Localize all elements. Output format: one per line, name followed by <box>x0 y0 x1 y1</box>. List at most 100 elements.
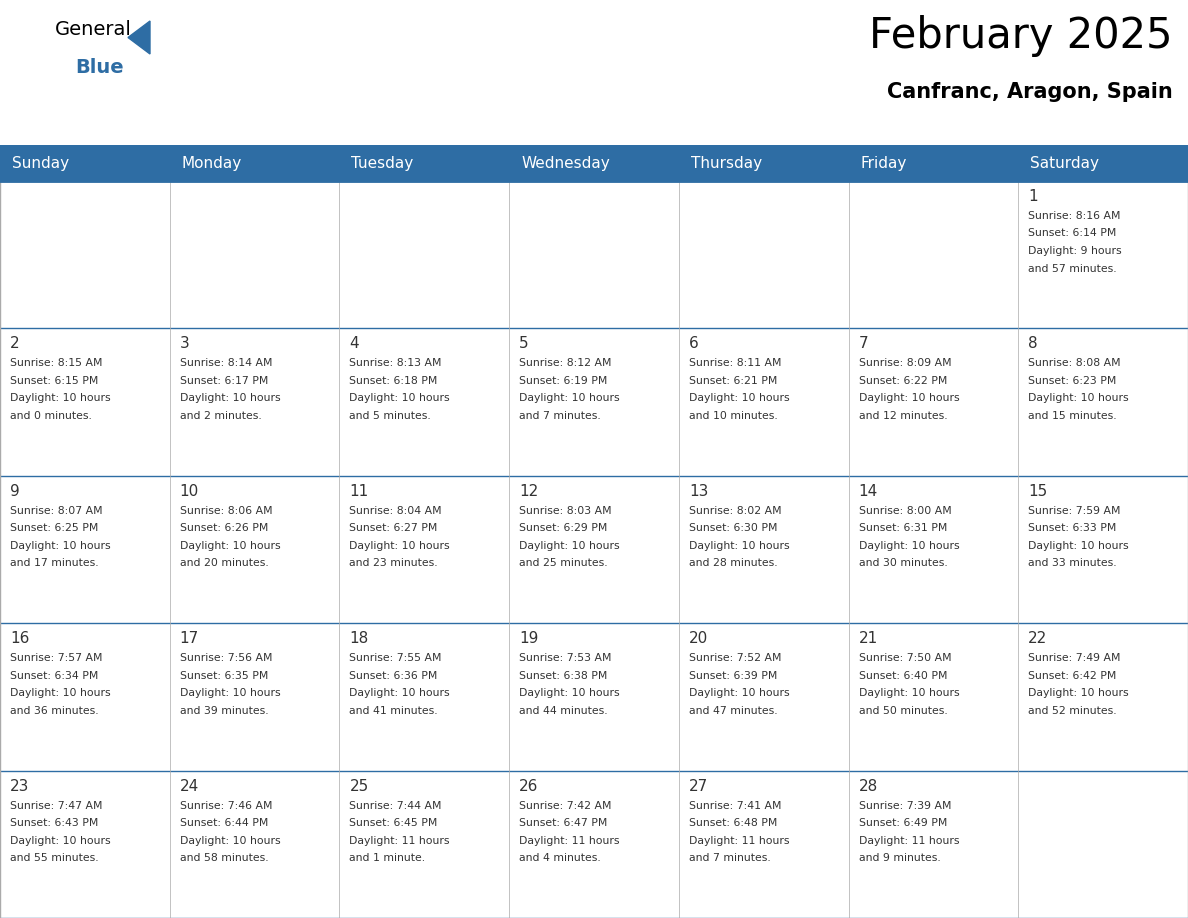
Text: 24: 24 <box>179 778 198 793</box>
Text: Sunset: 6:21 PM: Sunset: 6:21 PM <box>689 375 777 386</box>
Text: 22: 22 <box>1029 632 1048 646</box>
Text: Sunset: 6:48 PM: Sunset: 6:48 PM <box>689 818 777 828</box>
Text: 1: 1 <box>1029 189 1038 204</box>
Bar <box>678 770 848 918</box>
Text: Sunset: 6:47 PM: Sunset: 6:47 PM <box>519 818 607 828</box>
Text: 12: 12 <box>519 484 538 498</box>
Text: Daylight: 11 hours: Daylight: 11 hours <box>519 835 620 845</box>
Text: Sunset: 6:25 PM: Sunset: 6:25 PM <box>10 523 99 533</box>
Text: 8: 8 <box>1029 336 1038 352</box>
Text: 4: 4 <box>349 336 359 352</box>
Text: and 28 minutes.: and 28 minutes. <box>689 558 777 568</box>
Text: Sunrise: 8:12 AM: Sunrise: 8:12 AM <box>519 358 612 368</box>
Text: Daylight: 10 hours: Daylight: 10 hours <box>10 394 110 403</box>
Text: 5: 5 <box>519 336 529 352</box>
Text: and 23 minutes.: and 23 minutes. <box>349 558 438 568</box>
Text: Daylight: 10 hours: Daylight: 10 hours <box>1029 394 1129 403</box>
Bar <box>340 329 510 476</box>
Text: Sunrise: 7:39 AM: Sunrise: 7:39 AM <box>859 800 952 811</box>
Text: Sunset: 6:44 PM: Sunset: 6:44 PM <box>179 818 268 828</box>
Text: and 55 minutes.: and 55 minutes. <box>10 853 99 863</box>
Text: Friday: Friday <box>860 155 906 171</box>
Text: and 25 minutes.: and 25 minutes. <box>519 558 608 568</box>
Text: Daylight: 9 hours: Daylight: 9 hours <box>1029 246 1121 256</box>
Text: Canfranc, Aragon, Spain: Canfranc, Aragon, Spain <box>887 82 1173 102</box>
Text: 17: 17 <box>179 632 198 646</box>
Text: 10: 10 <box>179 484 198 498</box>
Text: and 52 minutes.: and 52 minutes. <box>1029 706 1117 716</box>
Text: Sunrise: 8:09 AM: Sunrise: 8:09 AM <box>859 358 952 368</box>
Bar <box>510 476 678 623</box>
Text: 13: 13 <box>689 484 708 498</box>
Text: Sunset: 6:49 PM: Sunset: 6:49 PM <box>859 818 947 828</box>
Text: 28: 28 <box>859 778 878 793</box>
Bar <box>510 329 678 476</box>
Text: 2: 2 <box>10 336 20 352</box>
Text: Sunset: 6:31 PM: Sunset: 6:31 PM <box>859 523 947 533</box>
Text: Tuesday: Tuesday <box>352 155 413 171</box>
Text: Daylight: 10 hours: Daylight: 10 hours <box>179 541 280 551</box>
Text: Sunrise: 8:07 AM: Sunrise: 8:07 AM <box>10 506 102 516</box>
Text: Daylight: 10 hours: Daylight: 10 hours <box>689 394 790 403</box>
Text: Sunrise: 8:16 AM: Sunrise: 8:16 AM <box>1029 211 1120 221</box>
Bar <box>0 770 170 918</box>
Bar <box>848 329 1018 476</box>
Text: and 0 minutes.: and 0 minutes. <box>10 411 91 420</box>
Text: Sunrise: 7:56 AM: Sunrise: 7:56 AM <box>179 654 272 663</box>
Text: Daylight: 10 hours: Daylight: 10 hours <box>349 688 450 699</box>
Text: and 57 minutes.: and 57 minutes. <box>1029 263 1117 274</box>
Bar <box>340 476 510 623</box>
Text: Daylight: 10 hours: Daylight: 10 hours <box>10 541 110 551</box>
Bar <box>510 181 678 329</box>
Text: 21: 21 <box>859 632 878 646</box>
Text: Daylight: 10 hours: Daylight: 10 hours <box>859 541 959 551</box>
Text: Daylight: 10 hours: Daylight: 10 hours <box>10 835 110 845</box>
Text: Daylight: 10 hours: Daylight: 10 hours <box>349 394 450 403</box>
Text: Daylight: 10 hours: Daylight: 10 hours <box>859 394 959 403</box>
Bar <box>170 623 340 770</box>
Bar <box>678 623 848 770</box>
Bar <box>1018 770 1188 918</box>
Text: Daylight: 11 hours: Daylight: 11 hours <box>859 835 959 845</box>
Text: 11: 11 <box>349 484 368 498</box>
Text: Blue: Blue <box>75 58 124 77</box>
Text: Daylight: 10 hours: Daylight: 10 hours <box>349 541 450 551</box>
Text: and 50 minutes.: and 50 minutes. <box>859 706 947 716</box>
Polygon shape <box>128 21 150 54</box>
Bar <box>1018 476 1188 623</box>
Bar <box>678 476 848 623</box>
Text: Daylight: 10 hours: Daylight: 10 hours <box>179 394 280 403</box>
Text: Sunrise: 7:47 AM: Sunrise: 7:47 AM <box>10 800 102 811</box>
Text: Sunset: 6:34 PM: Sunset: 6:34 PM <box>10 671 99 681</box>
Text: and 39 minutes.: and 39 minutes. <box>179 706 268 716</box>
Text: and 36 minutes.: and 36 minutes. <box>10 706 99 716</box>
Text: Sunrise: 7:50 AM: Sunrise: 7:50 AM <box>859 654 952 663</box>
Text: and 44 minutes.: and 44 minutes. <box>519 706 608 716</box>
Bar <box>510 770 678 918</box>
Text: Daylight: 11 hours: Daylight: 11 hours <box>349 835 450 845</box>
Bar <box>170 329 340 476</box>
Text: 16: 16 <box>10 632 30 646</box>
Bar <box>678 181 848 329</box>
Bar <box>1018 329 1188 476</box>
Text: and 5 minutes.: and 5 minutes. <box>349 411 431 420</box>
Bar <box>848 770 1018 918</box>
Bar <box>1018 181 1188 329</box>
Bar <box>0 145 1188 181</box>
Text: and 33 minutes.: and 33 minutes. <box>1029 558 1117 568</box>
Text: 20: 20 <box>689 632 708 646</box>
Text: 9: 9 <box>10 484 20 498</box>
Bar <box>848 476 1018 623</box>
Text: and 10 minutes.: and 10 minutes. <box>689 411 778 420</box>
Text: Sunrise: 8:08 AM: Sunrise: 8:08 AM <box>1029 358 1121 368</box>
Text: Wednesday: Wednesday <box>522 155 609 171</box>
Text: 18: 18 <box>349 632 368 646</box>
Text: and 17 minutes.: and 17 minutes. <box>10 558 99 568</box>
Text: Sunday: Sunday <box>12 155 69 171</box>
Text: Sunset: 6:27 PM: Sunset: 6:27 PM <box>349 523 438 533</box>
Text: Sunset: 6:43 PM: Sunset: 6:43 PM <box>10 818 99 828</box>
Text: and 41 minutes.: and 41 minutes. <box>349 706 438 716</box>
Text: Sunset: 6:30 PM: Sunset: 6:30 PM <box>689 523 777 533</box>
Text: Sunrise: 8:15 AM: Sunrise: 8:15 AM <box>10 358 102 368</box>
Text: Sunrise: 7:49 AM: Sunrise: 7:49 AM <box>1029 654 1120 663</box>
